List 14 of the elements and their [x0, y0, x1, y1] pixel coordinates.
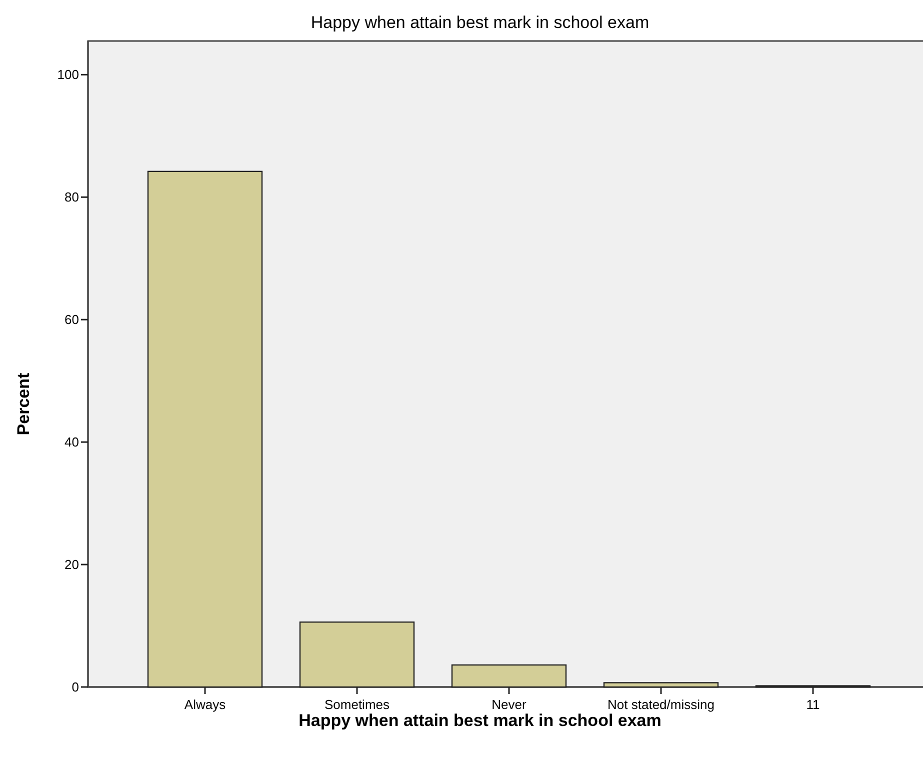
y-tick-label: 20 [64, 557, 79, 572]
x-tick-label: Never [492, 697, 528, 712]
x-tick-label: Always [184, 697, 226, 712]
y-tick-label: 80 [64, 190, 79, 205]
x-tick-label: 11 [806, 697, 820, 712]
x-tick-label: Sometimes [324, 697, 390, 712]
y-axis-title: Percent [14, 372, 33, 436]
y-tick-label: 100 [57, 67, 79, 82]
x-tick-label: Not stated/missing [608, 697, 714, 712]
y-tick-label: 0 [72, 680, 79, 695]
chart-title: Happy when attain best mark in school exam [310, 13, 650, 32]
y-tick-label: 40 [64, 434, 79, 450]
x-axis-title: Happy when attain best mark in school exam [298, 711, 662, 730]
y-tick-label: 60 [64, 312, 79, 328]
